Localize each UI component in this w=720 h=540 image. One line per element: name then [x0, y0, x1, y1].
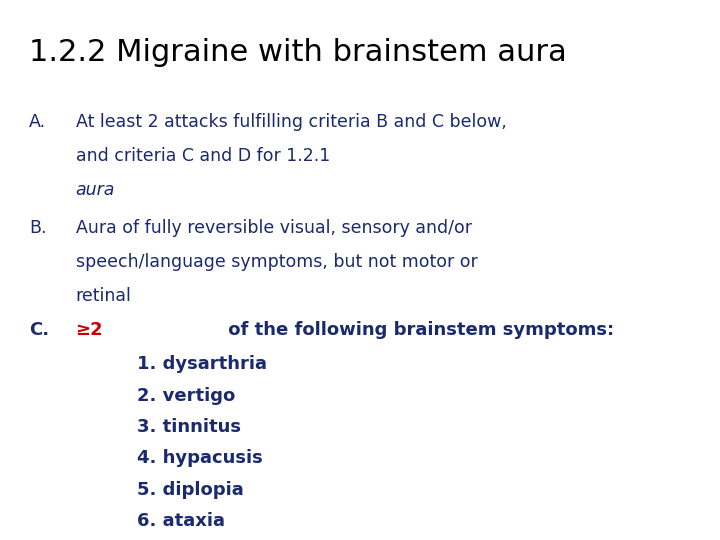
Text: 2. vertigo: 2. vertigo	[137, 387, 235, 404]
Text: 1.2.2 Migraine with brainstem aura: 1.2.2 Migraine with brainstem aura	[29, 38, 567, 67]
Text: B.: B.	[29, 219, 46, 237]
Text: 5. diplopia: 5. diplopia	[137, 481, 243, 498]
Text: speech/language symptoms, but not motor or: speech/language symptoms, but not motor …	[76, 253, 477, 271]
Text: 6. ataxia: 6. ataxia	[137, 512, 225, 530]
Text: 4. hypacusis: 4. hypacusis	[137, 449, 263, 467]
Text: Aura of fully reversible visual, sensory and/or: Aura of fully reversible visual, sensory…	[76, 219, 472, 237]
Text: and criteria C and D for 1.2.1: and criteria C and D for 1.2.1	[76, 147, 336, 165]
Text: ≥2: ≥2	[76, 321, 103, 339]
Text: 1. dysarthria: 1. dysarthria	[137, 355, 267, 373]
Text: 3. tinnitus: 3. tinnitus	[137, 418, 240, 436]
Text: At least 2 attacks fulfilling criteria B and C below,: At least 2 attacks fulfilling criteria B…	[76, 113, 506, 131]
Text: of the following brainstem symptoms:: of the following brainstem symptoms:	[222, 321, 613, 339]
Text: C.: C.	[29, 321, 49, 339]
Text: aura: aura	[76, 181, 115, 199]
Text: A.: A.	[29, 113, 46, 131]
Text: retinal: retinal	[76, 287, 132, 305]
